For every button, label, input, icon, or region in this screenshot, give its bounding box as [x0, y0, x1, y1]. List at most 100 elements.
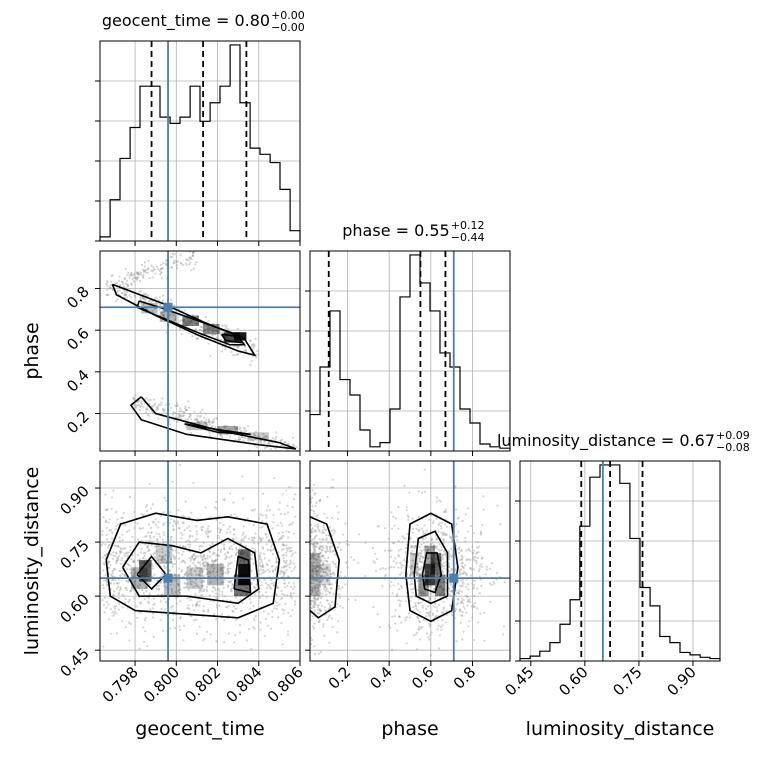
- sample-point: [384, 567, 387, 570]
- sample-point: [322, 570, 325, 574]
- sample-point: [156, 539, 159, 542]
- sample-point: [116, 556, 119, 560]
- sample-point: [241, 497, 245, 500]
- density-cell: [410, 552, 419, 575]
- sample-point: [327, 607, 330, 611]
- sample-point: [313, 483, 316, 486]
- sample-point: [200, 329, 204, 332]
- sample-point: [179, 600, 182, 603]
- title-lower-error: −0.08: [716, 441, 750, 454]
- sample-point: [177, 589, 180, 592]
- sample-point: [373, 561, 376, 565]
- y-axis-label: phase: [21, 322, 43, 379]
- sample-point: [170, 298, 173, 302]
- sample-point: [311, 585, 314, 589]
- sample-point: [332, 571, 335, 575]
- sample-point: [311, 569, 315, 572]
- sample-point: [410, 546, 413, 549]
- sample-point: [471, 579, 474, 582]
- sample-point: [345, 539, 348, 543]
- sample-point: [338, 575, 341, 578]
- sample-point: [111, 551, 115, 554]
- sample-point: [400, 571, 403, 574]
- sample-point: [428, 596, 431, 599]
- sample-point: [114, 528, 117, 531]
- sample-point: [107, 566, 110, 569]
- contour-line: [184, 423, 251, 436]
- sample-point: [204, 531, 207, 534]
- sample-point: [317, 620, 321, 623]
- sample-point: [204, 560, 207, 563]
- sample-point: [182, 263, 185, 266]
- sample-point: [114, 551, 118, 554]
- sample-point: [239, 430, 242, 433]
- sample-point: [460, 600, 463, 603]
- density-cell: [248, 432, 270, 441]
- sample-point: [259, 540, 263, 543]
- sample-point: [126, 554, 130, 557]
- sample-point: [180, 568, 184, 572]
- sample-point: [218, 604, 221, 607]
- sample-point: [287, 530, 291, 534]
- sample-point: [217, 515, 220, 518]
- sample-point: [314, 545, 317, 548]
- sample-point: [117, 591, 120, 594]
- sample-point: [310, 530, 313, 533]
- sample-point: [169, 511, 172, 514]
- sample-point: [173, 520, 176, 523]
- sample-point: [206, 327, 209, 330]
- sample-point: [219, 567, 223, 570]
- sample-point: [427, 599, 431, 602]
- sample-point: [469, 524, 473, 528]
- sample-point: [189, 599, 192, 602]
- sample-point: [315, 542, 319, 545]
- sample-point: [177, 260, 180, 263]
- histogram-geocent-time: geocent_time = 0.80 +0.00−0.00: [95, 9, 305, 246]
- sample-point: [119, 550, 122, 553]
- sample-point: [448, 558, 451, 561]
- sample-point: [477, 569, 481, 573]
- sample-point: [142, 270, 146, 273]
- truth-marker: [163, 573, 173, 583]
- sample-point: [184, 582, 187, 585]
- sample-point: [258, 596, 262, 600]
- sample-point: [226, 551, 229, 555]
- sample-point: [416, 648, 419, 651]
- sample-point: [214, 329, 217, 332]
- sample-point: [213, 613, 216, 616]
- sample-point: [126, 551, 129, 554]
- sample-point: [462, 630, 465, 633]
- sample-point: [133, 526, 136, 529]
- sample-point: [457, 516, 460, 519]
- sample-point: [168, 551, 171, 555]
- sample-point: [464, 571, 467, 574]
- sample-point: [206, 325, 210, 328]
- sample-point: [310, 566, 313, 569]
- sample-point: [234, 607, 237, 610]
- sample-point: [311, 543, 315, 546]
- sample-point: [230, 555, 233, 558]
- sample-point: [264, 435, 267, 438]
- sample-point: [178, 584, 181, 587]
- sample-point: [396, 629, 399, 632]
- sample-point: [407, 612, 410, 615]
- sample-point: [316, 526, 319, 529]
- sample-point: [189, 261, 192, 264]
- sample-point: [142, 297, 145, 300]
- sample-point: [419, 627, 422, 630]
- sample-point: [143, 261, 147, 264]
- sample-point: [162, 523, 165, 527]
- sample-point: [162, 511, 165, 514]
- density-cell: [217, 426, 239, 435]
- sample-point: [421, 606, 425, 609]
- sample-point: [152, 398, 156, 401]
- sample-point: [421, 591, 424, 594]
- sample-point: [312, 551, 315, 555]
- sample-point: [314, 592, 317, 595]
- sample-point: [150, 269, 153, 272]
- sample-point: [406, 532, 409, 535]
- sample-point: [104, 519, 108, 522]
- sample-point: [267, 568, 270, 571]
- sample-point: [435, 538, 438, 541]
- sample-point: [450, 594, 454, 598]
